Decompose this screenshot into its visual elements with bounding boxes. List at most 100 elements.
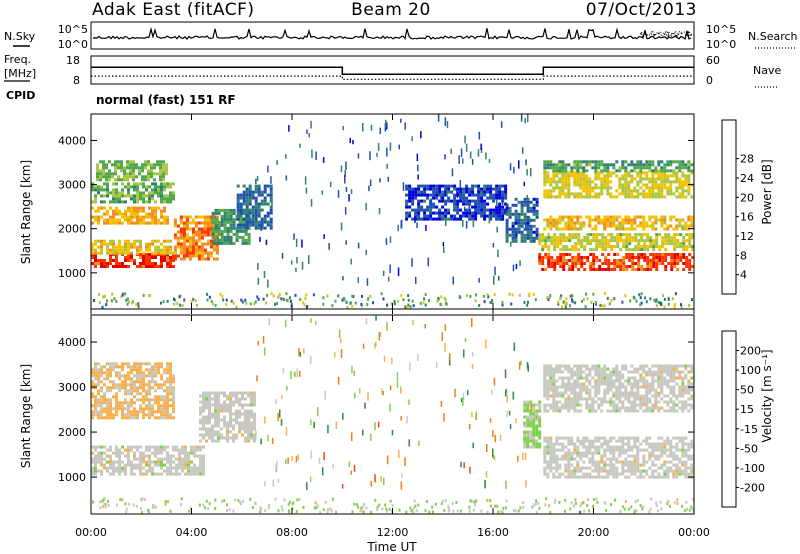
heatmap-cell <box>561 457 565 461</box>
heatmap-cell <box>163 239 166 243</box>
heatmap-cell <box>553 262 557 265</box>
heatmap-cell <box>121 469 124 473</box>
heatmap-cell <box>603 215 607 219</box>
heatmap-cell <box>108 160 111 164</box>
heatmap-cell <box>562 259 566 262</box>
heatmap-cell <box>612 457 616 461</box>
heatmap-cell <box>624 388 628 392</box>
heatmap-cell <box>627 400 631 404</box>
ground-scatter-cell <box>557 300 560 304</box>
heatmap-cell <box>100 472 103 476</box>
heatmap-cell <box>654 463 658 467</box>
heatmap-cell <box>121 182 124 186</box>
heatmap-cell <box>106 368 109 372</box>
heatmap-cell <box>529 400 533 404</box>
heatmap-cell <box>637 253 641 256</box>
heatmap-cell <box>223 400 226 404</box>
heatmap-cell <box>182 254 186 258</box>
heatmap-cell <box>199 472 202 476</box>
heatmap-cell <box>420 193 424 197</box>
nsearch-point <box>662 32 664 34</box>
heatmap-cell <box>675 436 679 440</box>
nsearch-point <box>687 35 689 37</box>
heatmap-cell <box>179 230 183 234</box>
heatmap-cell <box>438 187 442 191</box>
heatmap-cell <box>603 397 607 401</box>
heatmap-cell <box>615 169 619 173</box>
heatmap-cell <box>552 460 556 464</box>
heatmap-cell <box>100 188 103 192</box>
heatmap-cell <box>547 265 551 268</box>
heatmap-cell <box>130 404 133 408</box>
heatmap-cell <box>658 262 662 265</box>
heatmap-cell <box>139 454 142 458</box>
heatmap-cell <box>567 457 571 461</box>
heatmap-cell <box>561 174 565 178</box>
heatmap-cell <box>132 163 135 167</box>
heatmap-cell <box>592 268 596 271</box>
heatmap-cell <box>553 248 557 252</box>
heatmap-cell <box>615 376 619 380</box>
heatmap-cell <box>606 215 610 219</box>
heatmap-cell <box>600 382 604 386</box>
heatmap-cell <box>564 166 568 170</box>
heatmap-cell <box>624 177 628 181</box>
heatmap-cell <box>181 463 184 467</box>
heatmap-cell <box>205 391 208 395</box>
heatmap-cell <box>567 180 571 184</box>
heatmap-cell <box>208 400 211 404</box>
heatmap-cell <box>558 218 562 222</box>
heatmap-cell <box>616 242 620 246</box>
heatmap-cell <box>690 442 694 446</box>
heatmap-cell <box>648 166 652 170</box>
heatmap-cell <box>570 457 574 461</box>
heatmap-cell <box>166 410 169 414</box>
heatmap-cell <box>160 259 163 262</box>
heatmap-cell <box>247 238 251 242</box>
heatmap-cell <box>214 223 218 227</box>
heatmap-cell <box>687 466 691 470</box>
heatmap-cell <box>118 460 121 464</box>
heatmap-cell <box>573 403 577 407</box>
heatmap-cell <box>229 409 232 413</box>
heatmap-cell <box>133 451 136 455</box>
nsearch-point <box>671 33 672 35</box>
heatmap-cell <box>517 212 521 216</box>
ground-scatter-cell <box>475 293 477 297</box>
heatmap-cell <box>477 187 481 191</box>
heatmap-cell <box>124 380 127 384</box>
heatmap-cell <box>576 382 580 386</box>
heatmap-cell <box>103 451 106 455</box>
heatmap-cell <box>417 199 421 203</box>
heatmap-cell <box>209 221 213 225</box>
heatmap-cell <box>426 208 430 212</box>
heatmap-cell <box>579 376 583 380</box>
heatmap-cell <box>679 256 683 259</box>
heatmap-cell <box>606 221 610 225</box>
heatmap-cell <box>603 391 607 395</box>
ground-scatter-cell <box>604 292 606 295</box>
heatmap-cell <box>160 463 163 467</box>
heatmap-cell <box>172 472 175 476</box>
heatmap-cell <box>269 208 273 212</box>
heatmap-cell <box>209 242 213 246</box>
heatmap-cell <box>535 409 539 413</box>
heatmap-cell <box>214 430 217 434</box>
heatmap-cell <box>157 386 160 390</box>
nsearch-point <box>668 34 670 36</box>
heatmap-cell <box>245 205 249 209</box>
speckle-cell <box>519 260 521 267</box>
heatmap-cell <box>520 239 524 243</box>
heatmap-cell <box>663 227 667 231</box>
heatmap-cell <box>595 259 599 262</box>
heatmap-cell <box>567 436 571 440</box>
heatmap-cell <box>643 248 647 252</box>
heatmap-cell <box>417 217 421 221</box>
heatmap-cell <box>586 233 590 237</box>
heatmap-cell <box>576 227 580 231</box>
heatmap-cell <box>492 196 496 200</box>
heatmap-cell <box>435 205 439 209</box>
ground-scatter-cell <box>174 298 177 302</box>
nsearch-point <box>668 35 669 37</box>
heatmap-cell <box>420 217 424 221</box>
